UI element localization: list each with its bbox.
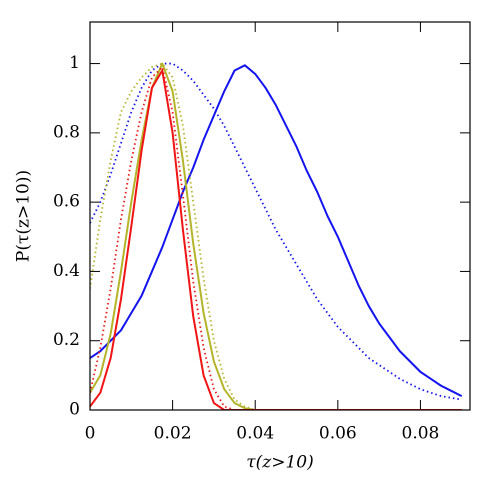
y-tick-label: 0 [69, 400, 80, 420]
x-tick-label: 0.08 [402, 424, 440, 444]
series-line [90, 62, 462, 410]
x-tick-label: 0.02 [154, 424, 192, 444]
plot-frame [89, 21, 471, 411]
x-axis-label: τ(z>10) [246, 453, 314, 473]
y-axis-label: P(τ(z>10)) [14, 170, 34, 262]
y-tick-label: 0.6 [53, 192, 80, 212]
series-line [90, 64, 463, 398]
x-tick-label: 0 [85, 424, 96, 444]
y-tick-label: 0.4 [53, 261, 80, 281]
x-tick-label: 0.06 [319, 424, 357, 444]
series-line [90, 69, 462, 410]
x-tick-label: 0.04 [236, 424, 274, 444]
y-tick-label: 0.8 [53, 122, 80, 142]
y-tick-label: 1 [69, 53, 80, 73]
y-tick-label: 0.2 [53, 330, 80, 350]
